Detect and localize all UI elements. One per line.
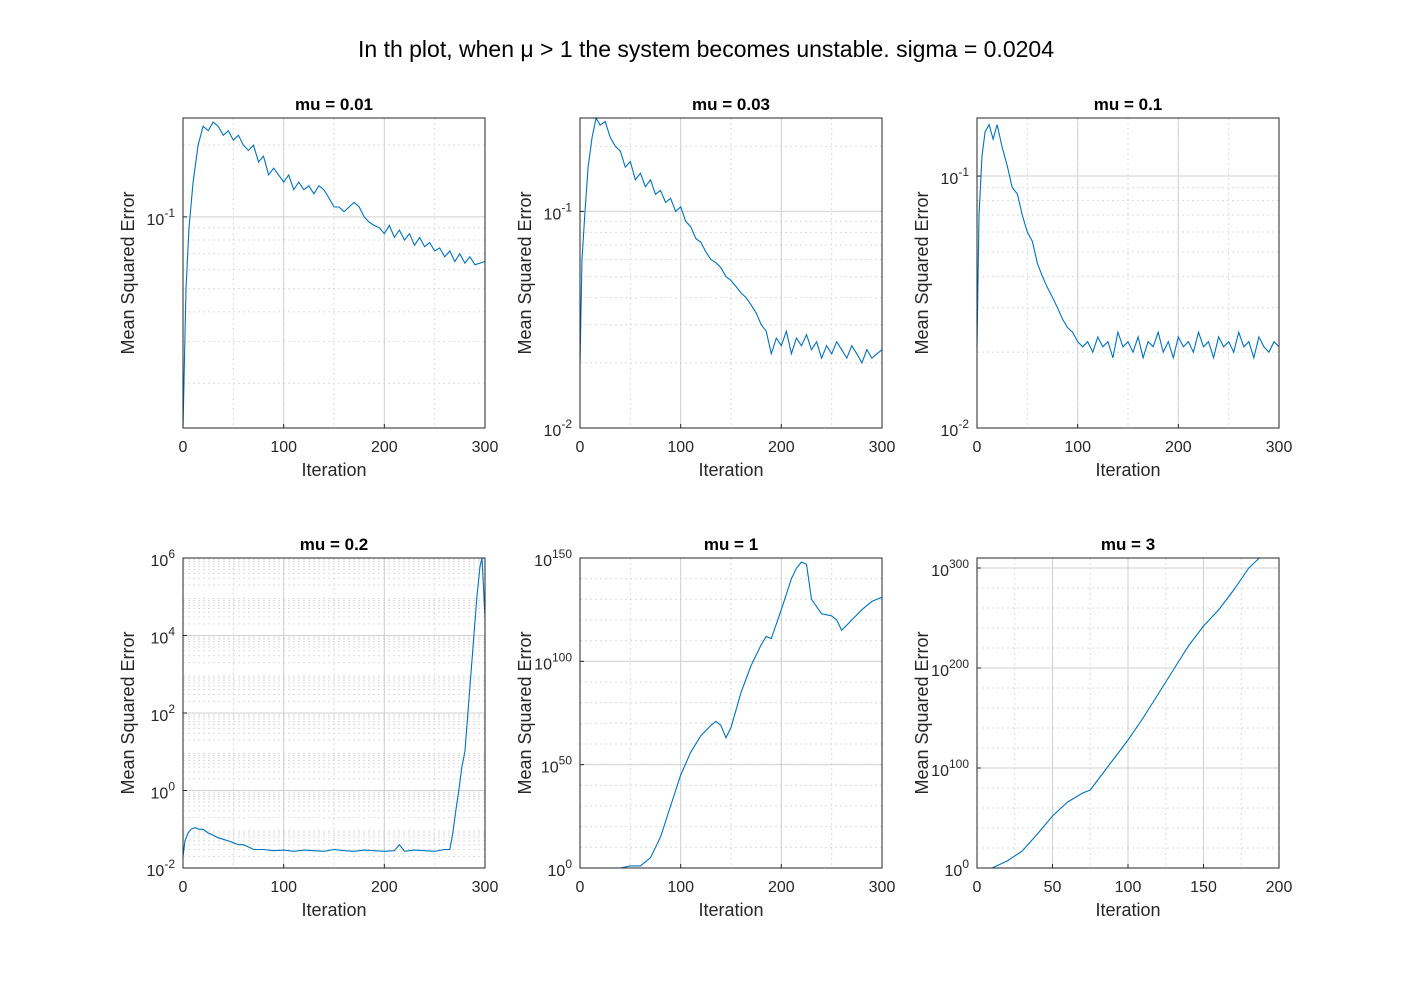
y-tick-label: 10200 [931, 657, 969, 680]
x-tick-label: 300 [869, 879, 896, 896]
x-tick-label: 0 [973, 879, 982, 896]
x-tick-label: 300 [472, 879, 499, 896]
y-tick-label: 10-2 [544, 417, 573, 440]
x-tick-label: 100 [1064, 439, 1091, 456]
subplot-mu-1: mu = 1 0 100 200 300 100 1050 10100 10150 Iterati… [515, 533, 895, 920]
x-axis-label: Iteration [301, 460, 366, 480]
axes-box [579, 557, 883, 869]
y-tick-label: 100 [151, 780, 176, 803]
x-tick-label: 100 [667, 439, 694, 456]
y-axis-label: Mean Squared Error [912, 191, 932, 354]
x-tick-label: 300 [1266, 439, 1293, 456]
subplot-title: mu = 0.03 [692, 95, 770, 114]
series-line [182, 557, 486, 857]
chart-svg: mu = 0.1 0 100 200 300 10-2 10-1 Iteration Mean … [912, 95, 1292, 480]
series-line [182, 121, 486, 429]
y-axis-label: Mean Squared Error [515, 631, 535, 794]
y-tick-label: 10100 [534, 650, 572, 673]
x-tick-label: 0 [179, 439, 188, 456]
x-tick-label: 50 [1044, 879, 1062, 896]
x-axis-label: Iteration [1095, 900, 1160, 920]
x-tick-label: 100 [1115, 879, 1142, 896]
x-tick-label: 100 [667, 879, 694, 896]
subplot-title: mu = 1 [704, 535, 758, 554]
x-tick-label: 0 [576, 879, 585, 896]
x-tick-label: 300 [472, 439, 499, 456]
x-tick-label: 200 [768, 439, 795, 456]
y-tick-label: 104 [151, 625, 176, 648]
x-tick-label: 100 [270, 439, 297, 456]
y-tick-label: 10-1 [544, 200, 573, 223]
y-axis-label: Mean Squared Error [515, 191, 535, 354]
x-tick-label: 100 [270, 879, 297, 896]
series-line [579, 116, 883, 365]
x-tick-label: 200 [371, 879, 398, 896]
axes-box [976, 117, 1280, 429]
y-tick-label: 100 [945, 857, 970, 880]
y-tick-label: 10-1 [147, 206, 176, 229]
y-tick-label: 10-2 [941, 417, 970, 440]
x-tick-label: 200 [371, 439, 398, 456]
x-tick-label: 0 [973, 439, 982, 456]
chart-svg: mu = 0.01 0 100 200 300 10-1 Iteration Mean Squ… [118, 95, 498, 480]
y-tick-label: 10-1 [941, 165, 970, 188]
x-axis-label: Iteration [698, 460, 763, 480]
y-tick-label: 10-2 [147, 857, 176, 880]
subplot-title: mu = 0.1 [1094, 95, 1163, 114]
y-tick-label: 10300 [931, 557, 969, 580]
series-line [580, 561, 883, 869]
x-tick-label: 200 [1165, 439, 1192, 456]
x-tick-label: 300 [869, 439, 896, 456]
y-tick-label: 102 [151, 702, 176, 725]
axes-box [182, 117, 486, 429]
chart-svg: mu = 10 100 200 30010010501010010150Iterati… [515, 535, 895, 920]
subplot-mu-0-2: mu = 0.2 0 100 200 300 10-2 100 102 104 106 Iterat… [118, 533, 498, 920]
subplot-mu-0-01: mu = 0.01 0 100 200 300 10-1 Iteration Mean Squ… [118, 93, 498, 480]
subplot-mu-0-03: mu = 0.03 0 100 200 300 10-2 10-1 Iteration Mean… [515, 93, 895, 480]
x-axis-label: Iteration [301, 900, 366, 920]
subplot-title: mu = 0.2 [300, 535, 369, 554]
y-tick-label: 10100 [931, 757, 969, 780]
chart-svg: mu = 0.03 0 100 200 300 10-2 10-1 Iteration Mean… [515, 95, 895, 480]
chart-svg: mu = 3 0 50 100 150 200 100 10100 10200 10300 Iter… [912, 535, 1292, 920]
y-tick-label: 10150 [534, 547, 572, 570]
subplot-mu-0-1: mu = 0.1 0 100 200 300 10-2 10-1 Iteration Mean … [912, 93, 1292, 480]
x-tick-label: 200 [1266, 879, 1293, 896]
subplot-mu-3: mu = 3 0 50 100 150 200 100 10100 10200 10300 Iter… [912, 533, 1292, 920]
x-tick-label: 0 [179, 879, 188, 896]
x-tick-label: 0 [576, 439, 585, 456]
axes-box [579, 117, 883, 429]
x-tick-label: 150 [1190, 879, 1217, 896]
subplot-title: mu = 0.01 [295, 95, 373, 114]
y-tick-label: 1050 [541, 754, 572, 777]
x-axis-label: Iteration [698, 900, 763, 920]
y-axis-label: Mean Squared Error [118, 191, 138, 354]
y-axis-label: Mean Squared Error [912, 631, 932, 794]
y-tick-label: 100 [548, 857, 573, 880]
x-axis-label: Iteration [1095, 460, 1160, 480]
y-axis-label: Mean Squared Error [118, 631, 138, 794]
figure-title: In th plot, when μ > 1 the system become… [358, 36, 1054, 62]
subplot-title: mu = 3 [1101, 535, 1155, 554]
series-line [977, 557, 1260, 869]
chart-svg: mu = 0.2 0 100 200 300 10-2 100 102 104 106 Iterat… [118, 535, 498, 920]
y-tick-label: 106 [151, 547, 176, 570]
x-tick-label: 200 [768, 879, 795, 896]
series-line [976, 123, 1280, 360]
